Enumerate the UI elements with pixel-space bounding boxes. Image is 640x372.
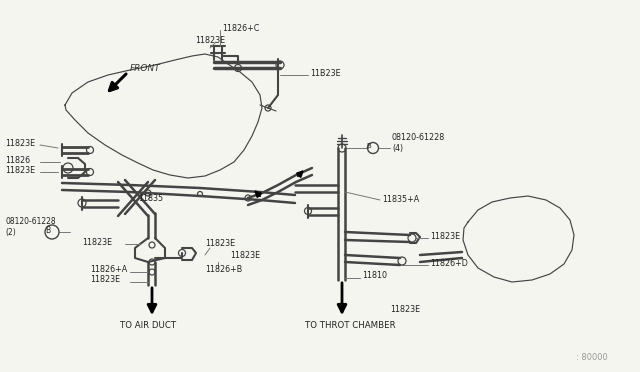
Text: 11826+B: 11826+B bbox=[205, 266, 243, 275]
Text: 11835+A: 11835+A bbox=[382, 195, 419, 203]
Text: 11810: 11810 bbox=[362, 272, 387, 280]
Text: 11823E: 11823E bbox=[195, 35, 225, 45]
Text: 11823E: 11823E bbox=[230, 250, 260, 260]
Text: 11823E: 11823E bbox=[82, 237, 112, 247]
Text: 11B23E: 11B23E bbox=[310, 68, 340, 77]
Text: B: B bbox=[367, 143, 371, 149]
Text: 08120-61228
(2): 08120-61228 (2) bbox=[5, 217, 56, 237]
Text: 11823E: 11823E bbox=[90, 276, 120, 285]
Text: 08120-61228
(4): 08120-61228 (4) bbox=[392, 133, 445, 153]
Text: 11826+D: 11826+D bbox=[430, 259, 468, 267]
Text: TO AIR DUCT: TO AIR DUCT bbox=[120, 321, 176, 330]
Text: TO THROT CHAMBER: TO THROT CHAMBER bbox=[305, 321, 396, 330]
Text: 11823E: 11823E bbox=[390, 305, 420, 314]
Text: 11826+A: 11826+A bbox=[90, 266, 127, 275]
Text: 11823E: 11823E bbox=[5, 138, 35, 148]
Text: 11826+C: 11826+C bbox=[222, 23, 259, 32]
Text: B: B bbox=[45, 225, 51, 234]
Text: 11826: 11826 bbox=[5, 155, 30, 164]
Text: : 80000: : 80000 bbox=[576, 353, 608, 362]
Text: 11835: 11835 bbox=[138, 193, 163, 202]
Text: 11823E: 11823E bbox=[205, 240, 235, 248]
Text: 11823E: 11823E bbox=[5, 166, 35, 174]
Text: 11823E: 11823E bbox=[430, 231, 460, 241]
Text: FRONT: FRONT bbox=[130, 64, 161, 73]
